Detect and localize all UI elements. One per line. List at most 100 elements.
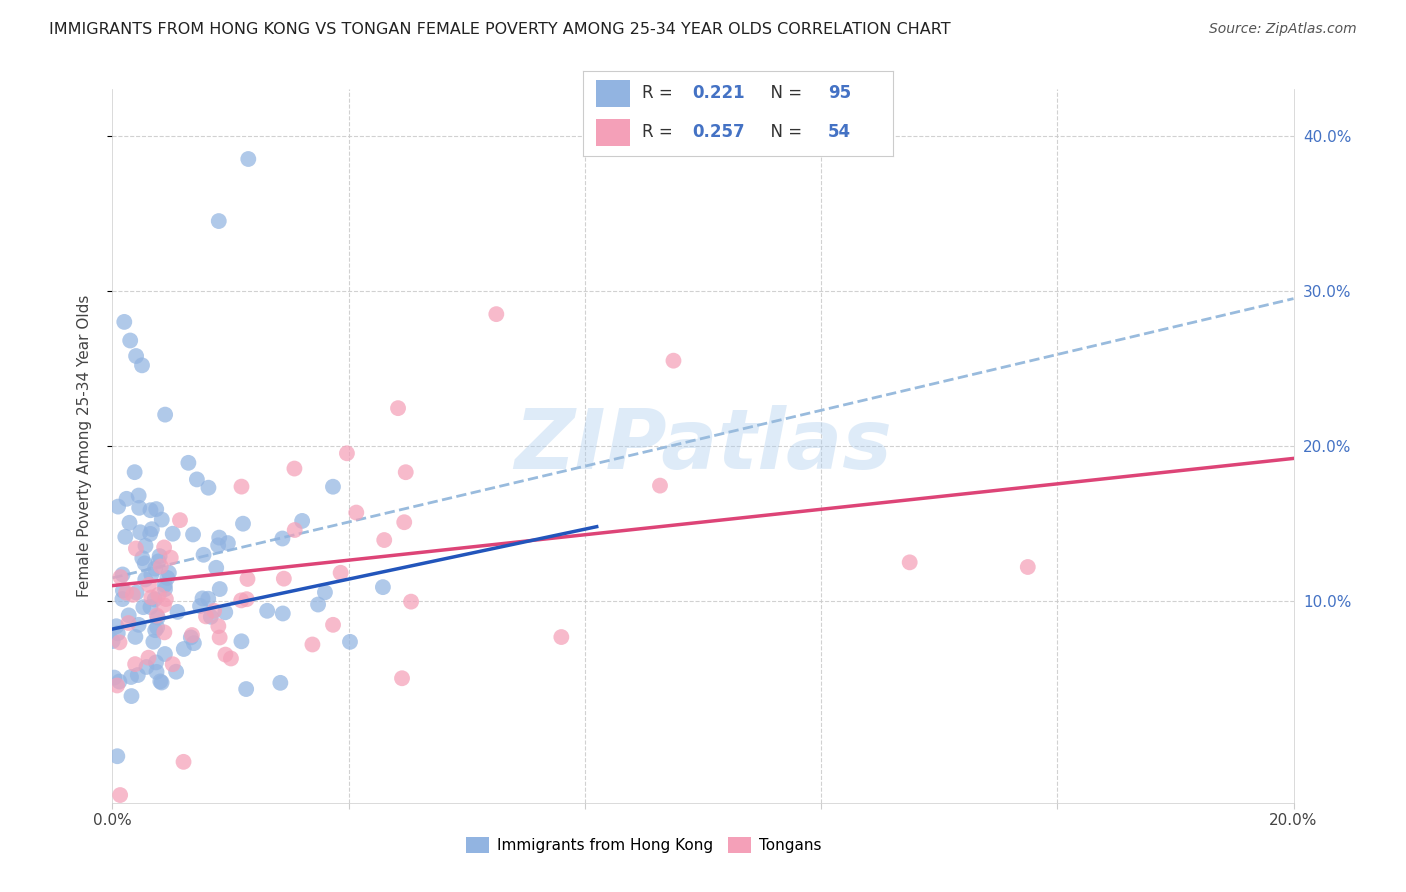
- Text: IMMIGRANTS FROM HONG KONG VS TONGAN FEMALE POVERTY AMONG 25-34 YEAR OLDS CORRELA: IMMIGRANTS FROM HONG KONG VS TONGAN FEMA…: [49, 22, 950, 37]
- Point: [132, 600, 155, 615]
- Point: [162, 657, 184, 672]
- Text: Source: ZipAtlas.com: Source: ZipAtlas.com: [1209, 22, 1357, 37]
- Point: [208, 631, 231, 645]
- Point: [157, 566, 180, 580]
- Point: [898, 555, 921, 569]
- Point: [165, 665, 187, 679]
- Point: [122, 588, 145, 602]
- Point: [107, 626, 129, 640]
- Point: [127, 668, 149, 682]
- Point: [143, 561, 166, 575]
- Point: [148, 554, 170, 568]
- Text: 0.221: 0.221: [692, 84, 744, 102]
- Point: [197, 481, 219, 495]
- Text: 95: 95: [828, 84, 851, 102]
- Point: [284, 523, 307, 537]
- Point: [129, 525, 152, 540]
- Point: [118, 516, 141, 530]
- Text: R =: R =: [643, 123, 678, 141]
- Point: [197, 591, 219, 606]
- Text: R =: R =: [643, 84, 678, 102]
- Point: [231, 480, 253, 494]
- Point: [125, 349, 148, 363]
- Point: [387, 401, 409, 416]
- Point: [114, 530, 136, 544]
- Point: [207, 538, 229, 552]
- Point: [256, 604, 278, 618]
- Point: [124, 630, 146, 644]
- FancyBboxPatch shape: [596, 80, 630, 107]
- Point: [329, 566, 352, 580]
- Point: [108, 635, 131, 649]
- Point: [173, 755, 195, 769]
- Point: [485, 307, 508, 321]
- Point: [202, 604, 225, 618]
- Point: [271, 607, 294, 621]
- Point: [145, 502, 167, 516]
- Point: [107, 500, 129, 514]
- Point: [399, 594, 422, 608]
- Point: [146, 608, 169, 623]
- Point: [141, 522, 163, 536]
- Point: [314, 585, 336, 599]
- Point: [138, 578, 160, 592]
- Point: [322, 617, 344, 632]
- Text: 0.257: 0.257: [692, 123, 744, 141]
- Point: [394, 515, 416, 529]
- Point: [231, 634, 253, 648]
- Point: [105, 749, 128, 764]
- Point: [134, 557, 156, 571]
- Point: [115, 491, 138, 506]
- Point: [166, 605, 188, 619]
- Point: [134, 539, 156, 553]
- Point: [181, 628, 204, 642]
- Point: [207, 619, 229, 633]
- Point: [662, 353, 685, 368]
- Point: [180, 631, 202, 645]
- Point: [188, 599, 211, 613]
- Point: [117, 615, 139, 630]
- Point: [139, 527, 162, 541]
- Point: [183, 636, 205, 650]
- Point: [128, 617, 150, 632]
- Point: [139, 600, 162, 615]
- Point: [232, 516, 254, 531]
- Point: [235, 681, 257, 696]
- Point: [205, 561, 228, 575]
- Point: [149, 559, 172, 574]
- Point: [128, 489, 150, 503]
- Point: [105, 619, 128, 633]
- Point: [118, 608, 141, 623]
- Point: [273, 572, 295, 586]
- Point: [307, 598, 329, 612]
- Point: [153, 408, 176, 422]
- Point: [111, 567, 134, 582]
- Point: [135, 660, 157, 674]
- Point: [105, 678, 128, 692]
- Point: [195, 609, 218, 624]
- Point: [208, 582, 231, 596]
- Point: [148, 588, 170, 602]
- Point: [235, 592, 257, 607]
- Point: [143, 623, 166, 637]
- Point: [231, 593, 253, 607]
- Point: [153, 598, 176, 612]
- Point: [146, 620, 169, 634]
- Point: [103, 671, 125, 685]
- Point: [150, 675, 173, 690]
- Point: [101, 634, 124, 648]
- Point: [214, 648, 236, 662]
- Point: [159, 550, 181, 565]
- Point: [648, 478, 671, 492]
- Point: [214, 605, 236, 619]
- Point: [200, 609, 222, 624]
- Point: [111, 583, 134, 598]
- Point: [149, 674, 172, 689]
- Point: [141, 567, 163, 582]
- Point: [139, 503, 162, 517]
- Point: [208, 214, 231, 228]
- Point: [373, 533, 395, 547]
- Text: N =: N =: [759, 84, 807, 102]
- Point: [149, 549, 172, 563]
- Point: [141, 591, 163, 605]
